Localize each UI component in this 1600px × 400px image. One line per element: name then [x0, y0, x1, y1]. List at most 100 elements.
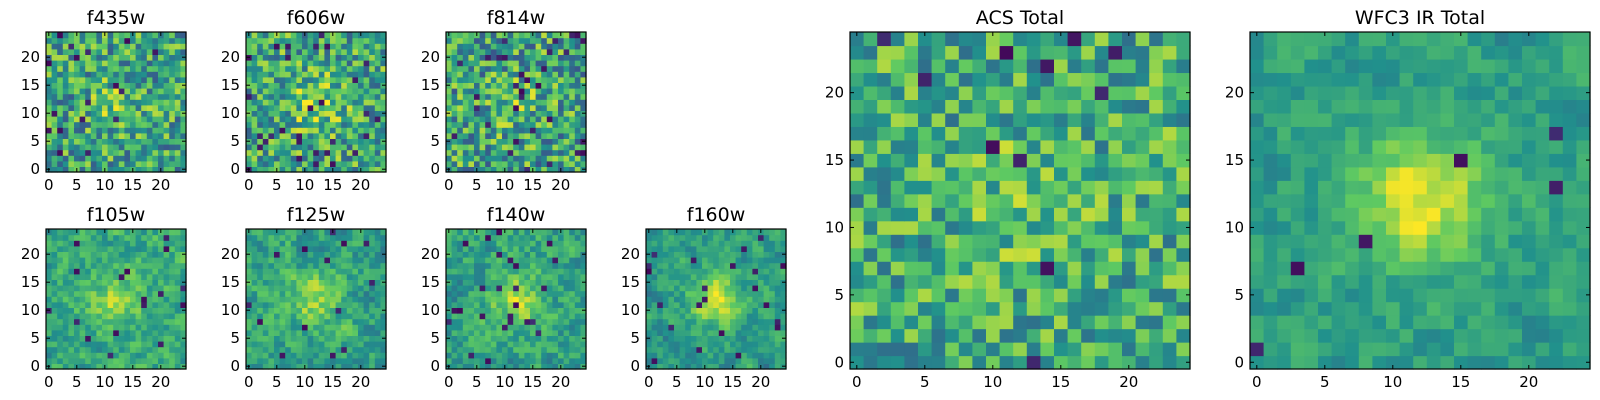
heatmap-cell	[580, 257, 587, 264]
heatmap-cell	[158, 144, 165, 151]
heatmap-cell	[251, 251, 258, 258]
heatmap-cell	[346, 32, 353, 39]
heatmap-cell	[763, 307, 770, 314]
heatmap-cell	[918, 288, 933, 303]
heatmap-cell	[146, 82, 153, 89]
heatmap-cell	[574, 48, 581, 55]
heatmap-cell	[457, 273, 464, 280]
heatmap-cell	[307, 121, 314, 128]
heatmap-cell	[341, 240, 348, 247]
heatmap-cell	[57, 357, 64, 364]
heatmap-cell	[558, 110, 565, 117]
heatmap-cell	[174, 93, 181, 100]
heatmap-cell	[352, 76, 359, 83]
heatmap-cell	[674, 324, 681, 331]
heatmap-cell	[246, 296, 253, 303]
heatmap-cell	[363, 262, 370, 269]
heatmap-cell	[302, 60, 309, 67]
heatmap-cell	[363, 329, 370, 336]
heatmap-cell	[380, 262, 387, 269]
heatmap-cell	[763, 229, 770, 236]
heatmap-cell	[674, 335, 681, 342]
heatmap-cell	[462, 290, 469, 297]
heatmap-cell	[257, 37, 264, 44]
y-tick-label: 10	[221, 301, 240, 319]
heatmap-cell	[490, 127, 497, 134]
heatmap-cell	[702, 279, 709, 286]
heatmap-cell	[68, 318, 75, 325]
heatmap-cell	[679, 240, 686, 247]
heatmap-cell	[457, 301, 464, 308]
heatmap-cell	[163, 352, 170, 359]
heatmap-cell	[890, 328, 905, 343]
heatmap-cell	[446, 104, 453, 111]
heatmap-cell	[74, 346, 81, 353]
heatmap-cell	[113, 138, 120, 145]
heatmap-cell	[713, 313, 720, 320]
heatmap-cell	[479, 229, 486, 236]
heatmap-cell	[268, 301, 275, 308]
heatmap-cell	[79, 76, 86, 83]
heatmap-cell	[651, 285, 658, 292]
heatmap-cell	[107, 60, 114, 67]
heatmap-cell	[668, 279, 675, 286]
heatmap-cell	[746, 279, 753, 286]
heatmap-cell	[51, 313, 58, 320]
heatmap-cell	[363, 341, 370, 348]
y-tick-label: 20	[221, 48, 240, 66]
heatmap-cell	[735, 290, 742, 297]
heatmap-cell	[474, 104, 481, 111]
heatmap-cell	[96, 301, 103, 308]
heatmap-cell	[324, 279, 331, 286]
heatmap-cell	[735, 318, 742, 325]
heatmap-cell	[474, 116, 481, 123]
heatmap-cell	[662, 318, 669, 325]
heatmap-cell	[79, 301, 86, 308]
heatmap-cell	[850, 315, 865, 330]
heatmap-cell	[972, 153, 987, 168]
heatmap-cell	[535, 149, 542, 156]
heatmap-cell	[479, 285, 486, 292]
heatmap-cell	[330, 234, 337, 241]
heatmap-cell	[358, 335, 365, 342]
heatmap-cell	[341, 149, 348, 156]
heatmap-cell	[502, 93, 509, 100]
heatmap-cell	[552, 132, 559, 139]
heatmap-cell	[580, 273, 587, 280]
heatmap-cell	[274, 48, 281, 55]
heatmap-cell	[457, 245, 464, 252]
heatmap-cell	[668, 363, 675, 370]
heatmap-cell	[102, 318, 109, 325]
heatmap-cell	[513, 329, 520, 336]
heatmap-cell	[1176, 193, 1191, 208]
heatmap-cell	[513, 37, 520, 44]
heatmap-cell	[363, 54, 370, 61]
heatmap-cell	[302, 251, 309, 258]
heatmap-cell	[51, 43, 58, 50]
heatmap-cell	[490, 99, 497, 106]
heatmap-cell	[718, 257, 725, 264]
heatmap-cell	[374, 290, 381, 297]
heatmap-cell	[524, 251, 531, 258]
heatmap-cell	[285, 138, 292, 145]
heatmap-cell	[518, 318, 525, 325]
heatmap-cell	[146, 341, 153, 348]
heatmap-cell	[257, 268, 264, 275]
heatmap-cell	[1162, 261, 1177, 276]
heatmap-cell	[451, 138, 458, 145]
heatmap-cell	[374, 352, 381, 359]
heatmap-cell	[313, 285, 320, 292]
heatmap-cell	[62, 245, 69, 252]
heatmap-cell	[518, 307, 525, 314]
heatmap-cell	[490, 43, 497, 50]
heatmap-cell	[174, 37, 181, 44]
heatmap-cell	[1149, 315, 1164, 330]
heatmap-cell	[479, 324, 486, 331]
heatmap-cell	[268, 37, 275, 44]
heatmap-cell	[358, 245, 365, 252]
heatmap-cell	[462, 54, 469, 61]
y-tick-label: 10	[21, 301, 40, 319]
heatmap-cell	[563, 144, 570, 151]
heatmap-cell	[485, 144, 492, 151]
heatmap-cell	[518, 43, 525, 50]
